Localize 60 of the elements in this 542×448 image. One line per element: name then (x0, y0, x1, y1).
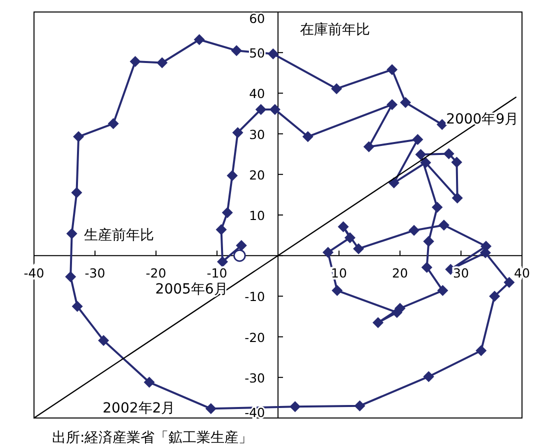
annotation: 2005年6月 (155, 282, 228, 298)
point (269, 104, 280, 115)
annotation: 2002年2月 (102, 400, 176, 417)
point (408, 224, 420, 236)
point (372, 317, 384, 328)
annotation: 出所:経済産業省「鉱工業生産」 (52, 430, 253, 446)
point (421, 262, 432, 273)
xlabel: 生産前年比 (84, 228, 154, 244)
point (344, 232, 356, 244)
point (423, 371, 434, 382)
point (72, 300, 83, 312)
point (71, 187, 82, 198)
point (412, 134, 424, 145)
point (338, 221, 349, 232)
point (302, 131, 314, 142)
point (386, 99, 398, 110)
point (156, 57, 168, 68)
point (65, 271, 76, 282)
point (268, 48, 279, 60)
point (504, 276, 515, 288)
point (438, 220, 450, 231)
point (98, 334, 110, 346)
point (476, 345, 487, 356)
point (236, 240, 247, 251)
point (443, 148, 454, 160)
point (452, 192, 463, 204)
point (451, 156, 462, 168)
point (205, 403, 216, 414)
point (222, 207, 233, 218)
point (415, 149, 426, 160)
point (66, 228, 78, 240)
point (420, 157, 432, 168)
point (432, 202, 443, 213)
point (216, 256, 228, 268)
point (216, 224, 227, 236)
point (332, 285, 343, 296)
point (353, 243, 364, 254)
point (388, 177, 400, 188)
point (436, 118, 448, 130)
point (108, 118, 119, 130)
point (354, 400, 366, 412)
point (322, 246, 334, 258)
point (73, 131, 84, 142)
point (130, 56, 141, 68)
annotation: 2000年9月 (446, 111, 519, 128)
ylabel: 在庫前年比 (300, 22, 370, 38)
point (231, 45, 242, 56)
point (331, 83, 342, 94)
point (489, 290, 500, 302)
point (423, 236, 434, 247)
point (144, 376, 155, 388)
point (226, 170, 238, 182)
point (232, 127, 244, 138)
point (437, 285, 448, 296)
point (400, 97, 411, 108)
point (363, 141, 374, 152)
point (255, 104, 266, 115)
point (290, 401, 301, 412)
point (194, 34, 205, 46)
point (386, 64, 398, 76)
